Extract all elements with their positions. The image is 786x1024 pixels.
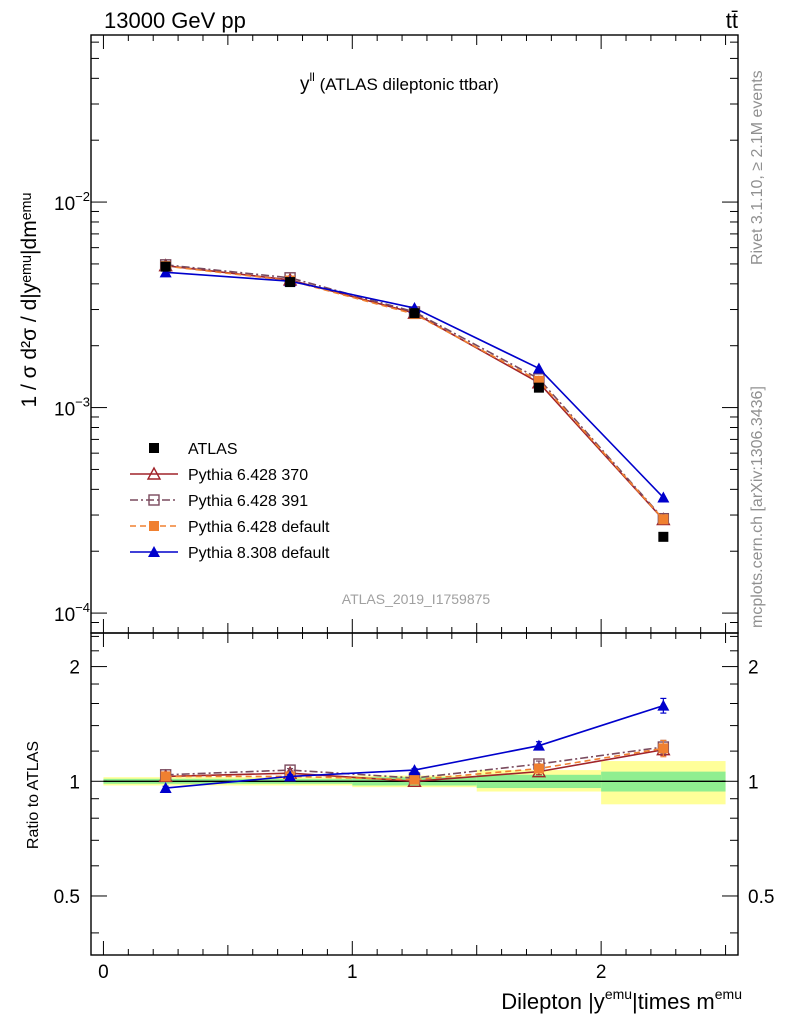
ratio-point-2 — [533, 763, 544, 774]
x-axis-label: Dilepton |yemu|times memu — [501, 986, 742, 1014]
ratio-point-3 — [657, 699, 670, 711]
legend-marker — [149, 521, 159, 531]
atlas-point — [285, 277, 296, 288]
main-frame — [90, 34, 739, 634]
series-point-3 — [159, 266, 172, 278]
x-tick-label: 2 — [596, 962, 607, 983]
atlas-point — [658, 531, 669, 542]
atlas-point — [160, 261, 171, 272]
axis-ticks: 0 1 2 10−2 10−3 10−4 2 2 1 1 0.5 0.5 — [54, 35, 774, 983]
y-tick-label: 10−2 — [54, 189, 90, 215]
ratio-series — [158, 697, 671, 794]
analysis-id: ATLAS_2019_I1759875 — [342, 591, 491, 607]
x-axis-label-mid: |times m — [632, 989, 715, 1014]
atlas-point — [409, 308, 420, 319]
y-tick-exponent: −3 — [75, 395, 90, 410]
process-label: tt̄ — [726, 8, 738, 33]
series-point-3 — [532, 362, 545, 374]
plot-title: yll (ATLAS dileptonic ttbar) — [300, 70, 499, 95]
ratio-tick-label-right: 1 — [748, 772, 759, 793]
ratio-axis-label: Ratio to ATLAS — [25, 741, 42, 849]
atlas-point — [533, 382, 544, 393]
x-axis-label-sup2: emu — [715, 986, 742, 1002]
legend-marker — [148, 494, 160, 506]
plot-title-rest: (ATLAS dileptonic ttbar) — [315, 75, 499, 94]
ratio-point-2 — [160, 771, 171, 782]
legend-label: Pythia 8.308 default — [188, 545, 330, 562]
y-tick-exponent: −4 — [75, 600, 90, 615]
x-axis-label-sup: emu — [605, 986, 632, 1002]
legend: ATLAS Pythia 6.428 370 Pythia 6.428 391 Pyt… — [130, 441, 330, 562]
ratio-point-3 — [284, 770, 297, 782]
x-axis-label-main: Dilepton |y — [501, 989, 605, 1014]
legend-label: Pythia 6.428 370 — [188, 467, 308, 484]
mcplots-label: mcplots.cern.ch [arXiv:1306.3436] — [749, 386, 766, 628]
plot-title-sup: ll — [310, 70, 315, 84]
legend-marker — [148, 546, 160, 557]
plot-title-main: y — [300, 74, 310, 95]
y-tick-exponent: −2 — [75, 189, 90, 204]
energy-label: 13000 GeV pp — [104, 8, 246, 33]
series-point-3 — [657, 491, 670, 503]
legend-marker — [149, 443, 159, 453]
axes-frames — [90, 34, 739, 956]
ratio-tick-label-right: 0.5 — [748, 887, 774, 908]
ratio-point-2 — [658, 743, 669, 754]
ratio-frame — [90, 632, 739, 956]
x-tick-label: 1 — [347, 962, 358, 983]
main-series — [158, 258, 671, 542]
series-point-2 — [658, 514, 669, 525]
legend-label: Pythia 6.428 391 — [188, 493, 308, 510]
series-line-1 — [165, 264, 664, 520]
legend-label: Pythia 6.428 default — [188, 519, 330, 536]
ratio-point-3 — [159, 782, 172, 794]
ratio-tick-label-left: 1 — [69, 772, 80, 793]
ratio-line-1 — [165, 746, 664, 779]
legend-marker — [146, 466, 162, 480]
ratio-tick-label-left: 2 — [69, 658, 80, 679]
y-tick-label: 10−3 — [54, 395, 90, 421]
y-axis-label: 1 / σ d²σ / d|yᵉᵐᵘ|dmᵉᵐᵘ — [18, 192, 41, 407]
ratio-tick-label-left: 0.5 — [54, 887, 80, 908]
ratio-point-2 — [409, 774, 420, 785]
legend-label: ATLAS — [188, 441, 238, 458]
x-tick-label: 0 — [98, 962, 109, 983]
series-point-2 — [533, 375, 544, 386]
ratio-point-3 — [408, 764, 421, 776]
ratio-line-2 — [165, 747, 664, 781]
rivet-label: Rivet 3.1.10, ≥ 2.1M events — [749, 70, 766, 265]
ratio-point-3 — [532, 739, 545, 751]
y-tick-label: 10−4 — [54, 600, 90, 626]
ratio-tick-label-right: 2 — [748, 658, 759, 679]
